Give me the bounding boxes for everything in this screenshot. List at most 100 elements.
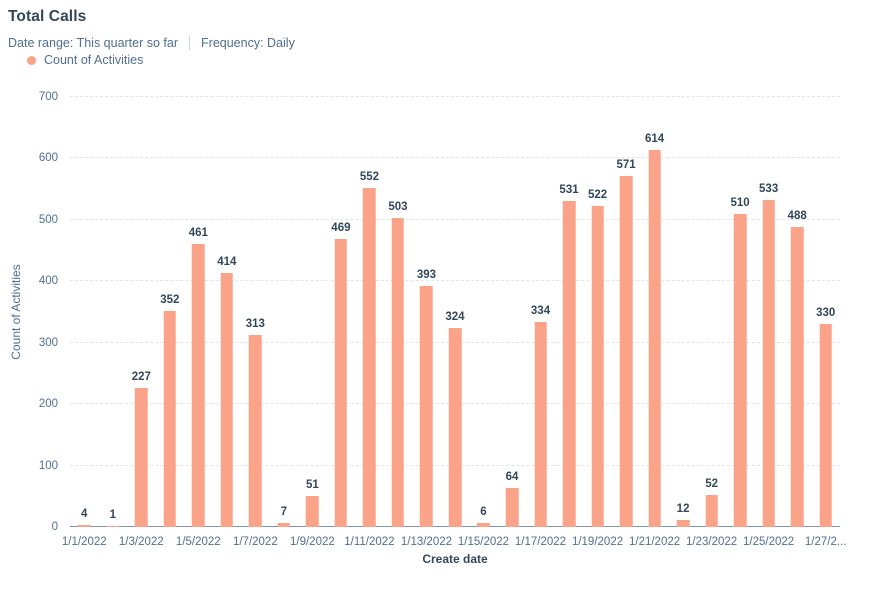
bar-1/14/2022[interactable] [448, 327, 462, 527]
bar-1/6/2022[interactable] [220, 272, 234, 527]
report-title: Total Calls [8, 8, 87, 25]
y-tick-label: 700 [38, 91, 58, 103]
x-tick-label: 1/27/2... [804, 536, 847, 548]
bar-1/7/2022[interactable] [249, 334, 262, 527]
bar-slot: 7 [270, 97, 299, 527]
x-tick-label: 1/9/2022 [289, 536, 335, 548]
x-tick-label: 1/7/2022 [232, 536, 278, 548]
y-tick-label: 0 [51, 521, 58, 533]
bar-value-label: 522 [587, 189, 608, 202]
bar-value-label: 330 [816, 307, 836, 320]
bar-1/16/2022[interactable] [505, 487, 519, 527]
bar-1/20/2022[interactable] [619, 176, 633, 527]
bar-1/26/2022[interactable] [790, 227, 804, 527]
bar-1/25/2022[interactable] [762, 199, 775, 527]
bar-slot: 488 [783, 97, 812, 527]
y-tick-label: 400 [38, 275, 58, 288]
bar-slot: 469 [327, 97, 356, 527]
bar-slot: 51 1/9/2022 [290, 97, 335, 548]
chart-legend[interactable]: Count of Activities [27, 53, 143, 67]
date-range-filter: Date range: This quarter so far [8, 36, 178, 50]
x-tick-label: 1/19/2022 [571, 536, 624, 548]
bar-slot: 64 [498, 97, 527, 527]
bar-1/22/2022[interactable] [676, 519, 690, 527]
frequency-filter: Frequency: Daily [201, 36, 295, 50]
bar-1/5/2022[interactable] [192, 243, 205, 527]
x-tick-label: 1/23/2022 [686, 536, 738, 548]
bar-slot: 614 1/21/2022 [629, 97, 680, 548]
bar-1/23/2022[interactable] [705, 495, 718, 527]
bar-1/13/2022[interactable] [420, 285, 433, 527]
plot-area: 0 100 200 300 400 500 600 700 4 1/1/2022 1 227 1/3/2… [39, 91, 847, 548]
x-tick-label: 1/13/2022 [400, 536, 453, 548]
bar-value-label: 469 [331, 221, 351, 234]
bar-slot: 393 1/13/2022 [401, 97, 452, 548]
bar-value-label: 461 [188, 226, 208, 239]
bar-value-label: 7 [280, 505, 288, 518]
bar-series: 4 1/1/2022 1 227 1/3/2022 352 461 1/5/2022 414 31… [62, 97, 847, 548]
bar-slot: 533 1/25/2022 [743, 97, 794, 548]
bar-1/10/2022[interactable] [334, 238, 348, 527]
bar-value-label: 614 [644, 132, 665, 145]
y-tick-label: 100 [38, 459, 58, 472]
bar-value-label: 533 [759, 182, 779, 195]
bar-value-label: 6 [480, 506, 487, 519]
bar-1/8/2022[interactable] [277, 522, 291, 527]
bar-value-label: 52 [705, 478, 718, 491]
bar-value-label: 313 [245, 317, 265, 330]
x-tick-label: 1/17/2022 [514, 536, 567, 548]
bar-slot: 52 1/23/2022 [686, 97, 737, 548]
x-tick-label: 1/11/2022 [344, 536, 395, 548]
bar-value-label: 51 [305, 478, 319, 491]
date-range-label: Date range: [8, 35, 74, 50]
bar-1/24/2022[interactable] [733, 213, 747, 527]
bar-value-label: 414 [217, 255, 237, 268]
bar-1/11/2022[interactable] [363, 187, 376, 527]
bar-slot: 1 [99, 97, 128, 527]
bar-1/1/2022[interactable] [77, 524, 91, 527]
bar-1/15/2022[interactable] [477, 523, 490, 527]
bar-slot: 12 [669, 97, 698, 527]
bar-1/9/2022[interactable] [306, 495, 319, 527]
gridline-400 [70, 280, 840, 282]
bar-1/2/2022[interactable] [106, 526, 120, 527]
bar-slot: 552 1/11/2022 [344, 97, 394, 548]
bar-slot: 334 1/17/2022 [515, 97, 566, 548]
y-tick-label: 300 [38, 336, 58, 349]
x-tick-label: 1/3/2022 [118, 536, 164, 548]
bar-slot: 522 1/19/2022 [572, 97, 623, 548]
bar-slot: 414 [213, 97, 242, 527]
bar-value-label: 503 [388, 201, 408, 214]
bar-1/17/2022[interactable] [534, 321, 547, 527]
x-tick-label: 1/21/2022 [628, 536, 681, 548]
x-tick-label: 1/15/2022 [457, 536, 510, 548]
bar-1/27/2022[interactable] [819, 324, 832, 527]
bar-slot: 510 [726, 97, 755, 527]
bar-1/21/2022[interactable] [648, 149, 661, 527]
bar-value-label: 510 [730, 196, 750, 209]
bar-1/4/2022[interactable] [163, 310, 177, 527]
bar-value-label: 64 [505, 470, 519, 483]
bar-1/3/2022[interactable] [135, 387, 148, 527]
bar-value-label: 488 [787, 210, 807, 223]
bar-slot: 313 1/7/2022 [233, 97, 278, 548]
bar-value-label: 227 [131, 370, 151, 383]
bar-value-label: 1 [109, 509, 116, 522]
bar-1/12/2022[interactable] [391, 218, 405, 527]
bar-1/18/2022[interactable] [562, 200, 576, 527]
bar-slot: 571 [612, 97, 641, 527]
bar-value-label: 12 [676, 502, 690, 515]
bar-1/19/2022[interactable] [591, 206, 604, 527]
bar-value-label: 571 [616, 159, 636, 172]
bar-slot: 352 [156, 97, 185, 527]
bar-slot: 503 [384, 97, 413, 527]
bar-slot: 6 1/15/2022 [458, 97, 509, 548]
filters-divider [189, 35, 191, 50]
bar-slot: 324 [441, 97, 470, 527]
y-tick-label: 500 [38, 213, 58, 226]
bar-value-label: 334 [530, 304, 551, 317]
bar-slot: 461 1/5/2022 [176, 97, 221, 548]
bar-slot: 4 1/1/2022 [62, 97, 107, 548]
x-tick-label: 1/1/2022 [61, 536, 107, 548]
legend-series-label: Count of Activities [44, 53, 144, 67]
